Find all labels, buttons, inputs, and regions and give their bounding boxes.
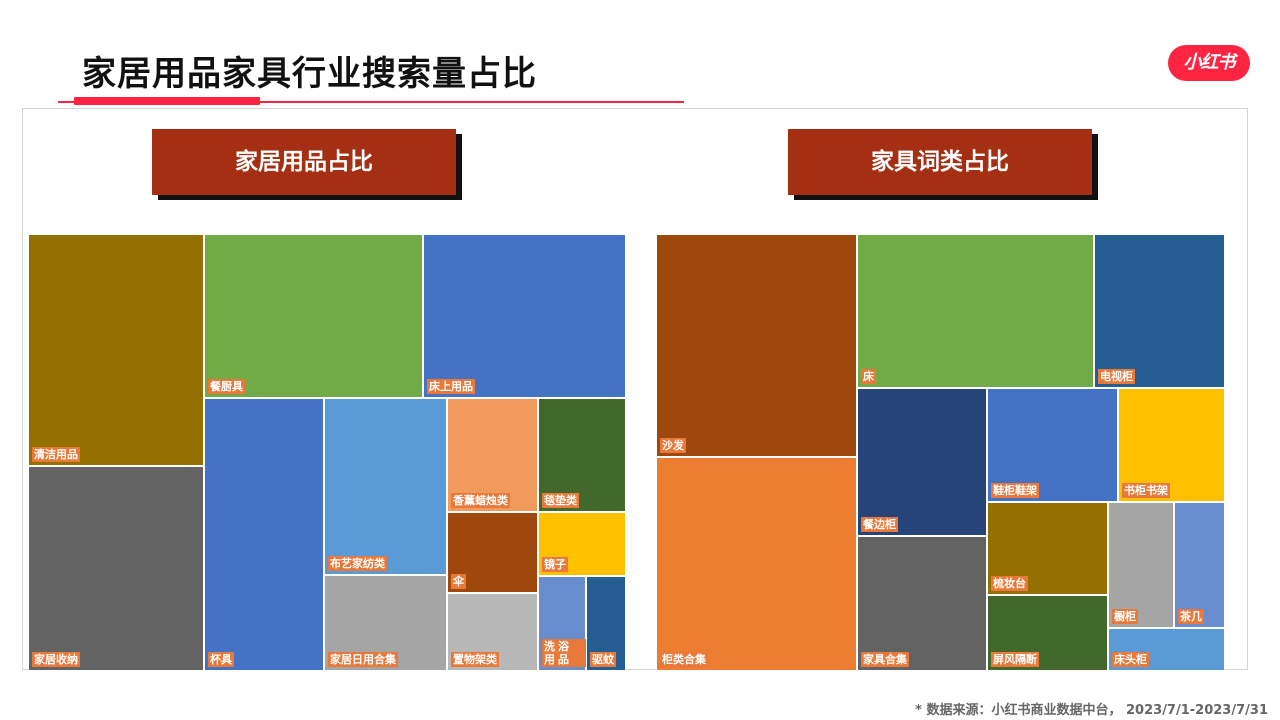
treemap-cell-label: 书柜书架 (1122, 483, 1170, 498)
treemap-cell: 橱柜 (1108, 502, 1174, 628)
treemap-cell: 驱蚊 (586, 576, 626, 671)
treemap-cell-label: 床 (861, 369, 876, 384)
treemap-cell: 柜类合集 (656, 457, 857, 671)
treemap-cell-label: 镜子 (542, 557, 568, 572)
treemap-cell-label: 布艺家纺类 (328, 556, 387, 571)
treemap-cell: 清洁用品 (28, 234, 204, 466)
data-source-note: * 数据来源：小红书商业数据中台， 2023/7/1-2023/7/31 (915, 703, 1268, 718)
treemap-cell: 床头柜 (1108, 628, 1225, 671)
treemap-cell: 家具合集 (857, 536, 987, 671)
treemap-cell-label: 梳妆台 (991, 576, 1028, 591)
treemap-cell: 床 (857, 234, 1094, 388)
treemap-cell-label: 屏风隔断 (991, 652, 1039, 667)
treemap-cell-label: 电视柜 (1098, 369, 1135, 384)
treemap-cell: 餐厨具 (204, 234, 423, 398)
treemap-cell-label: 床头柜 (1112, 652, 1149, 667)
treemap-cell: 镜子 (538, 512, 626, 576)
treemap-cell-label: 沙发 (660, 438, 686, 453)
treemap-cell-label: 家居收纳 (32, 652, 80, 667)
treemap-cell-label: 鞋柜鞋架 (991, 483, 1039, 498)
treemap-cell: 餐边柜 (857, 388, 987, 536)
treemap-cell: 置物架类 (447, 593, 538, 671)
treemap-cell: 家居收纳 (28, 466, 204, 671)
treemap-cell: 香薰蜡烛类 (447, 398, 538, 512)
chart-title-home-goods: 家居用品占比 (152, 129, 456, 195)
treemap-cell: 电视柜 (1094, 234, 1225, 388)
treemap-furniture: 沙发柜类合集 床 电视柜餐边柜家具合集 鞋柜鞋架 书柜书架梳妆台屏风隔断 橱柜 茶几床头柜 (656, 234, 1225, 671)
treemap-cell: 伞 (447, 512, 538, 593)
treemap-cell-label: 家具合集 (861, 652, 909, 667)
page-title: 家居用品家具行业搜索量占比 (82, 54, 537, 94)
treemap-cell-label: 餐厨具 (208, 379, 245, 394)
treemap-cell-label: 清洁用品 (32, 447, 80, 462)
treemap-cell: 家居日用合集 (324, 575, 447, 671)
treemap-cell: 布艺家纺类 (324, 398, 447, 575)
treemap-cell-label: 洗浴用品 (542, 639, 586, 667)
chart-title-furniture: 家具词类占比 (788, 129, 1092, 195)
treemap-cell-label: 驱蚊 (590, 652, 616, 667)
treemap-home-goods: 清洁用品家居收纳 餐厨具 床上用品杯具 布艺家纺类家居日用合集 香薰蜡烛类 毯垫类伞 镜子置… (28, 234, 626, 671)
title-underline-accent (74, 97, 260, 105)
treemap-cell: 洗浴用品 (538, 576, 586, 671)
title-underline (58, 101, 684, 103)
treemap-cell: 书柜书架 (1118, 388, 1225, 502)
treemap-cell: 床上用品 (423, 234, 626, 398)
treemap-cell-label: 伞 (451, 574, 466, 589)
treemap-cell: 沙发 (656, 234, 857, 457)
treemap-cell-label: 香薰蜡烛类 (451, 493, 510, 508)
treemap-cell: 鞋柜鞋架 (987, 388, 1118, 502)
treemap-cell: 毯垫类 (538, 398, 626, 512)
treemap-cell-label: 橱柜 (1112, 609, 1138, 624)
treemap-cell-label: 茶几 (1178, 609, 1204, 624)
treemap-cell-label: 杯具 (208, 652, 234, 667)
treemap-cell: 梳妆台 (987, 502, 1108, 595)
treemap-cell: 屏风隔断 (987, 595, 1108, 671)
xiaohongshu-logo: 小红书 (1168, 45, 1250, 81)
treemap-cell-label: 床上用品 (427, 379, 475, 394)
treemap-cell: 杯具 (204, 398, 324, 671)
treemap-cell: 茶几 (1174, 502, 1225, 628)
treemap-cell-label: 柜类合集 (660, 652, 708, 667)
treemap-cell-label: 餐边柜 (861, 517, 898, 532)
treemap-cell-label: 家居日用合集 (328, 652, 398, 667)
treemap-cell-label: 毯垫类 (542, 493, 579, 508)
treemap-cell-label: 置物架类 (451, 652, 499, 667)
